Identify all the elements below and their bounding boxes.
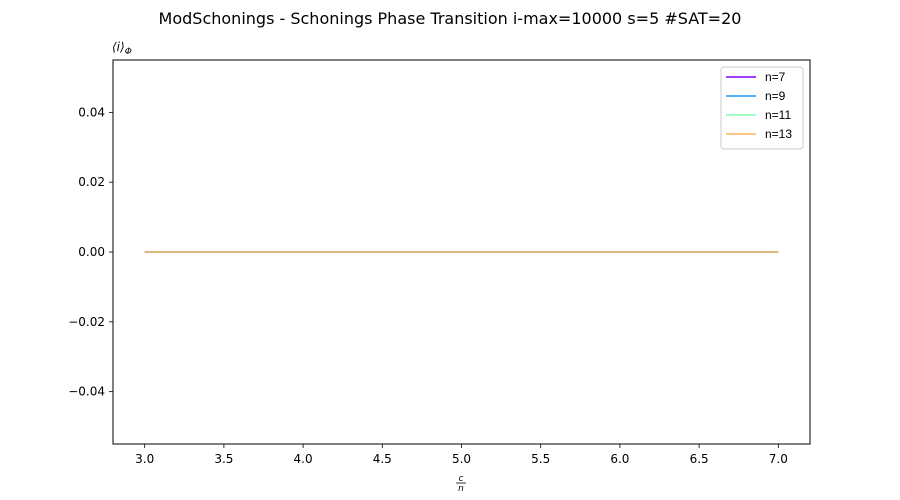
- svg-text:⟨i⟩Φ: ⟨i⟩Φ: [112, 40, 132, 57]
- x-tick-label: 3.5: [214, 452, 233, 466]
- y-axis-label-sub: Φ: [125, 47, 132, 57]
- legend-label: n=9: [765, 89, 786, 103]
- y-tick-label: 0.04: [78, 105, 105, 119]
- y-tick-label: 0.02: [78, 175, 105, 189]
- legend: n=7 n=9 n=11 n=13: [721, 67, 803, 149]
- x-tick-label: 5.5: [531, 452, 550, 466]
- x-axis-label: c n: [456, 474, 466, 494]
- y-tick-label: 0.00: [78, 245, 105, 259]
- x-axis-label-numerator: c: [459, 474, 464, 484]
- legend-label: n=13: [765, 127, 792, 141]
- y-axis-label-main: ⟨i⟩: [112, 40, 125, 54]
- chart-title: ModSchonings - Schonings Phase Transitio…: [159, 9, 742, 28]
- y-tick-label: −0.02: [68, 315, 105, 329]
- x-tick-label: 3.0: [135, 452, 154, 466]
- x-tick-label: 4.0: [294, 452, 313, 466]
- x-tick-label: 4.5: [373, 452, 392, 466]
- x-tick-label: 7.0: [769, 452, 788, 466]
- x-tick-label: 6.0: [610, 452, 629, 466]
- y-ticks: 0.04 0.02 0.00 −0.02 −0.04: [68, 105, 113, 398]
- x-tick-label: 5.0: [452, 452, 471, 466]
- y-tick-label: −0.04: [68, 385, 105, 399]
- legend-label: n=7: [765, 70, 786, 84]
- x-axis-label-denominator: n: [458, 484, 464, 494]
- x-ticks: 3.0 3.5 4.0 4.5 5.0 5.5 6.0 6.5 7.0: [135, 444, 788, 466]
- y-axis-label: ⟨i⟩Φ: [112, 40, 132, 57]
- legend-label: n=11: [765, 108, 791, 122]
- x-tick-label: 6.5: [690, 452, 709, 466]
